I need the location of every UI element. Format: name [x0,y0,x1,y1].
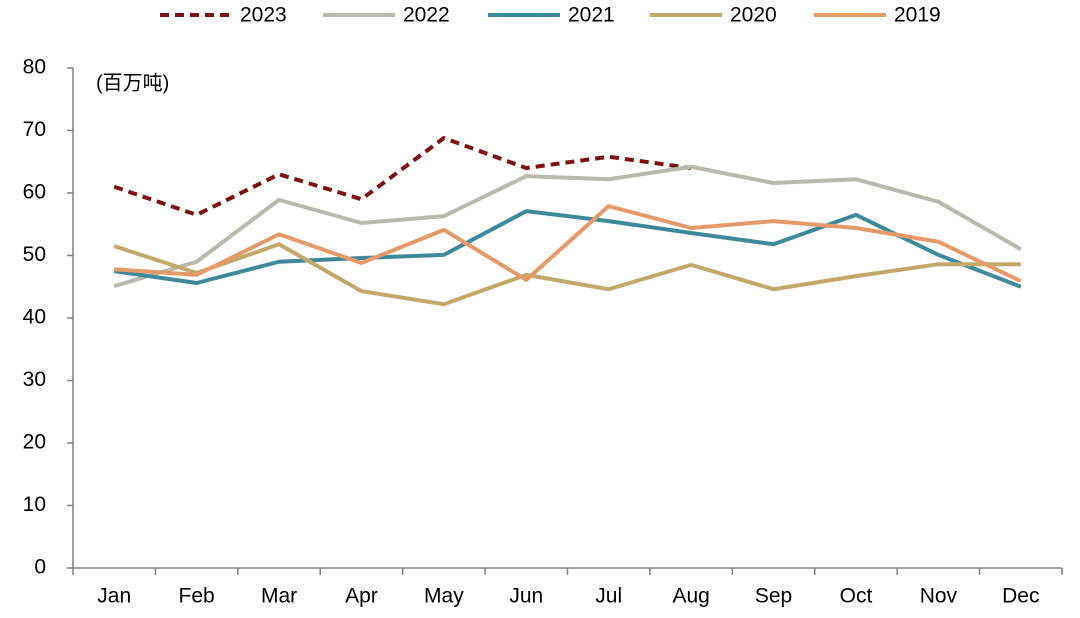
legend-label: 2019 [894,4,941,27]
x-tick-label: Dec [1002,585,1039,608]
legend-label: 2020 [730,4,777,27]
y-tick-label: 20 [23,431,46,454]
y-tick-label: 60 [23,181,46,204]
legend-label: 2023 [240,4,287,27]
y-tick-label: 40 [23,306,46,329]
y-tick-label: 30 [23,368,46,391]
line-series [113,209,1022,289]
y-tick-label: 50 [23,243,46,266]
x-tick-label: Sep [755,585,792,608]
x-tick-label: Jun [509,585,543,608]
y-tick-label: 80 [23,56,46,79]
line-series [113,164,1022,289]
x-tick-label: Apr [345,585,378,608]
legend-label: 2022 [403,4,450,27]
y-tick-label: 10 [23,493,46,516]
x-tick-label: Mar [261,585,297,608]
x-tick-label: Jan [97,585,131,608]
x-tick-label: Nov [920,585,958,608]
y-tick-label: 0 [34,556,46,579]
y-tick-label: 70 [23,118,46,141]
x-tick-label: Jul [595,585,622,608]
line-series [113,242,1021,307]
line-series [113,136,692,217]
x-tick-label: Oct [840,585,873,608]
unit-label: (百万吨) [96,71,169,94]
x-tick-label: Feb [179,585,215,608]
legend-label: 2021 [568,4,615,27]
x-tick-label: May [424,585,464,608]
line-series [114,204,1022,283]
x-tick-label: Aug [672,585,709,608]
